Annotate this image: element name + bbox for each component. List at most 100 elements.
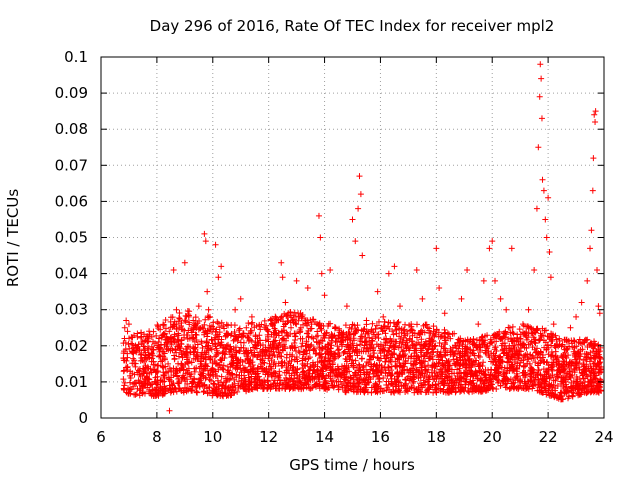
data-point bbox=[201, 230, 208, 237]
data-point bbox=[137, 378, 144, 385]
data-point bbox=[202, 375, 209, 382]
data-point bbox=[537, 330, 544, 337]
data-point bbox=[468, 359, 475, 366]
grid-lines bbox=[101, 57, 604, 418]
data-point bbox=[581, 337, 588, 344]
data-point bbox=[322, 350, 329, 357]
data-point bbox=[449, 330, 456, 337]
data-point bbox=[343, 303, 350, 310]
data-point bbox=[433, 326, 440, 333]
data-point bbox=[436, 340, 443, 347]
data-point bbox=[283, 354, 290, 361]
data-point bbox=[356, 173, 363, 180]
data-point bbox=[143, 374, 150, 381]
data-point bbox=[416, 341, 423, 348]
data-point bbox=[363, 317, 370, 324]
data-point bbox=[294, 374, 301, 381]
data-point bbox=[181, 259, 188, 266]
data-point bbox=[559, 396, 566, 403]
data-point bbox=[424, 369, 431, 376]
data-point bbox=[370, 353, 377, 360]
data-point bbox=[214, 377, 221, 384]
data-point bbox=[244, 369, 251, 376]
data-point bbox=[570, 365, 577, 372]
data-point bbox=[583, 350, 590, 357]
data-point bbox=[233, 355, 240, 362]
data-point bbox=[382, 358, 389, 365]
data-point bbox=[556, 368, 563, 375]
data-point bbox=[419, 295, 426, 302]
data-point bbox=[509, 348, 516, 355]
data-point bbox=[206, 376, 213, 383]
data-point bbox=[131, 332, 138, 339]
data-point bbox=[316, 322, 323, 329]
data-point bbox=[161, 350, 168, 357]
data-point bbox=[225, 341, 232, 348]
data-point bbox=[539, 376, 546, 383]
data-point bbox=[388, 337, 395, 344]
data-point bbox=[120, 368, 127, 375]
data-point bbox=[452, 349, 459, 356]
y-tick-label: 0.01 bbox=[55, 373, 88, 391]
data-point bbox=[166, 328, 173, 335]
data-point bbox=[154, 321, 161, 328]
data-point bbox=[408, 321, 415, 328]
data-point bbox=[374, 288, 381, 295]
data-point bbox=[401, 360, 408, 367]
data-point bbox=[407, 360, 414, 367]
data-point bbox=[275, 332, 282, 339]
data-point bbox=[258, 321, 265, 328]
data-point bbox=[390, 331, 397, 338]
x-tick-label: 18 bbox=[427, 428, 446, 446]
data-point bbox=[268, 384, 275, 391]
data-point bbox=[519, 321, 526, 328]
data-point bbox=[338, 363, 345, 370]
data-point bbox=[365, 379, 372, 386]
data-point bbox=[205, 314, 212, 321]
data-point bbox=[457, 354, 464, 361]
data-point bbox=[413, 266, 420, 273]
data-point bbox=[239, 358, 246, 365]
data-point bbox=[225, 367, 232, 374]
data-point bbox=[173, 321, 180, 328]
data-point bbox=[142, 364, 149, 371]
data-point bbox=[487, 376, 494, 383]
data-point bbox=[161, 372, 168, 379]
data-point bbox=[560, 377, 567, 384]
data-point bbox=[316, 370, 323, 377]
data-point bbox=[207, 372, 214, 379]
data-point bbox=[131, 357, 138, 364]
data-point bbox=[503, 352, 510, 359]
data-point bbox=[377, 385, 384, 392]
data-point bbox=[382, 367, 389, 374]
data-point bbox=[497, 295, 504, 302]
data-point bbox=[429, 334, 436, 341]
data-point bbox=[233, 374, 240, 381]
data-point bbox=[148, 392, 155, 399]
data-point bbox=[229, 381, 236, 388]
x-tick-label: 20 bbox=[483, 428, 502, 446]
data-point bbox=[283, 364, 290, 371]
data-point bbox=[429, 356, 436, 363]
data-point bbox=[246, 359, 253, 366]
data-point bbox=[534, 370, 541, 377]
data-point bbox=[341, 384, 348, 391]
data-point bbox=[451, 351, 458, 358]
data-point bbox=[369, 320, 376, 327]
data-point bbox=[128, 386, 135, 393]
data-point bbox=[150, 328, 157, 335]
data-point bbox=[137, 351, 144, 358]
data-point bbox=[304, 285, 311, 292]
data-point bbox=[520, 357, 527, 364]
data-point bbox=[194, 341, 201, 348]
data-point bbox=[262, 371, 269, 378]
data-point bbox=[503, 384, 510, 391]
data-point bbox=[235, 334, 242, 341]
data-point bbox=[359, 355, 366, 362]
data-point bbox=[542, 339, 549, 346]
data-point bbox=[144, 346, 151, 353]
data-point bbox=[190, 344, 197, 351]
data-point bbox=[303, 347, 310, 354]
y-tick-label: 0.03 bbox=[55, 301, 88, 319]
data-point bbox=[388, 354, 395, 361]
